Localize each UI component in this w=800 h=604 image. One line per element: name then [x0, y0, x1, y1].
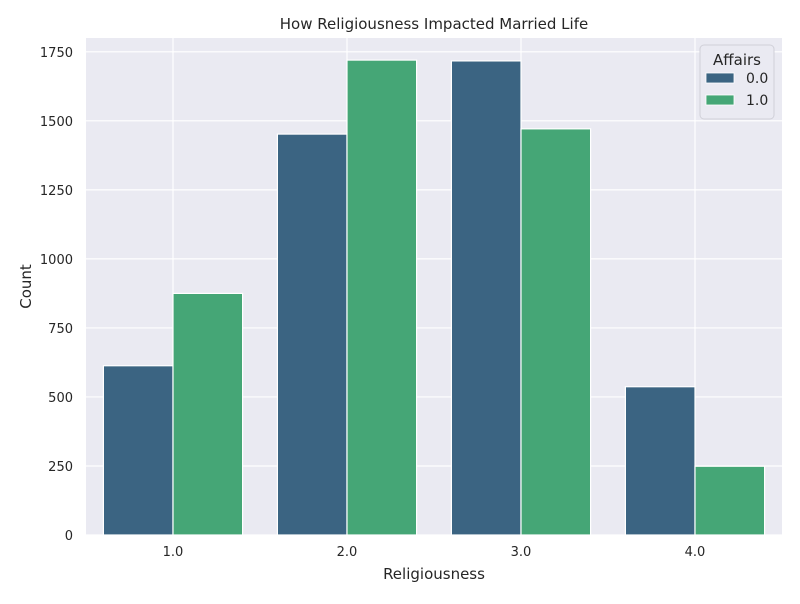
- x-tick-label: 2.0: [337, 545, 358, 560]
- y-tick-label: 250: [48, 460, 73, 475]
- y-tick-label: 1250: [40, 184, 73, 199]
- legend-title: Affairs: [713, 51, 761, 69]
- chart-title: How Religiousness Impacted Married Life: [280, 15, 588, 33]
- bar-series-1.0-cat-3.0: [520, 128, 592, 536]
- legend-items: 0.01.0: [705, 71, 768, 109]
- y-tick-label: 1000: [40, 253, 73, 268]
- y-tick-label: 500: [48, 391, 73, 406]
- y-tick-label: 0: [65, 529, 73, 544]
- y-tick-labels: 0 250 500 750 1000 1250 1500 1750: [40, 46, 73, 544]
- legend: Affairs 0.01.0: [699, 44, 775, 120]
- bar-series-0.0-cat-1.0: [102, 365, 174, 536]
- y-tick-label: 1500: [40, 115, 73, 130]
- y-tick-label: 750: [48, 322, 73, 337]
- x-axis-label: Religiousness: [383, 565, 485, 583]
- x-tick-labels: 1.0 2.0 3.0 4.0: [163, 545, 706, 560]
- legend-swatch: [705, 72, 735, 84]
- bar-series-1.0-cat-4.0: [694, 465, 766, 536]
- bars: [102, 59, 766, 536]
- x-tick-label: 4.0: [685, 545, 706, 560]
- x-tick-label: 1.0: [163, 545, 184, 560]
- bar-series-0.0-cat-4.0: [624, 386, 696, 536]
- legend-label: 0.0: [746, 71, 768, 87]
- bar-series-0.0-cat-3.0: [450, 60, 522, 536]
- y-axis-label: Count: [17, 264, 35, 309]
- x-tick-label: 3.0: [511, 545, 532, 560]
- legend-swatch: [705, 94, 735, 106]
- y-tick-label: 1750: [40, 46, 73, 61]
- bar-series-1.0-cat-1.0: [172, 292, 244, 536]
- legend-label: 1.0: [746, 93, 768, 109]
- bar-series-0.0-cat-2.0: [276, 133, 348, 536]
- bar-series-1.0-cat-2.0: [346, 59, 418, 536]
